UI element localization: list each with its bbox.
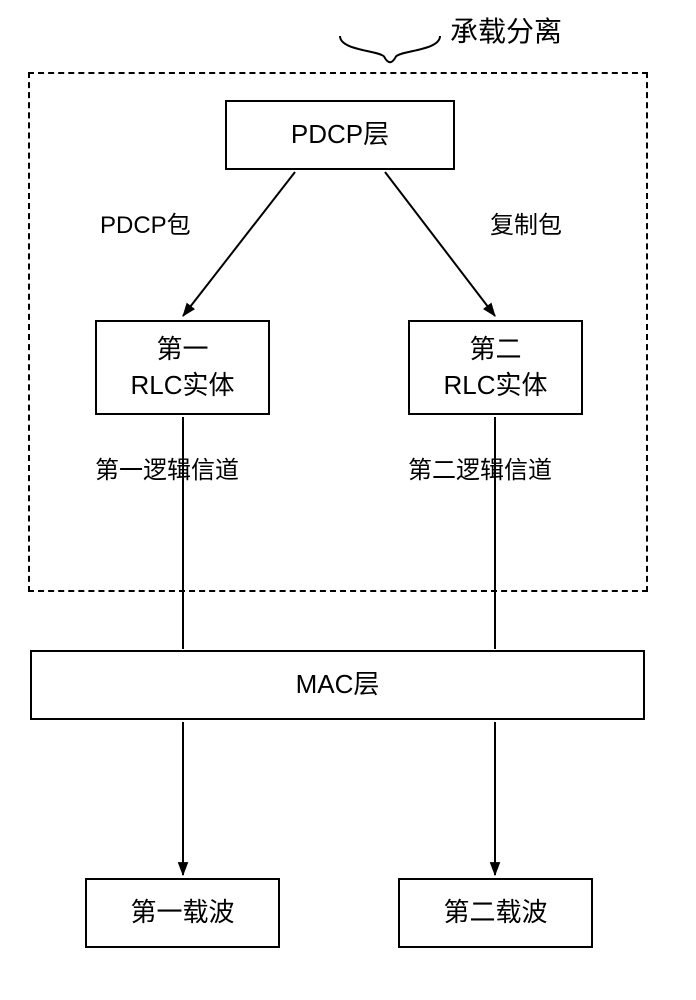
- diagram-stage: 承载分离 PDCP层 第一RLC实体 第二RLC实体 MAC层 第一载波 第二载…: [0, 0, 696, 1000]
- pdcp-to-rlc2: [385, 172, 495, 316]
- arrows-layer: [0, 0, 696, 1000]
- pdcp-to-rlc1: [183, 172, 295, 316]
